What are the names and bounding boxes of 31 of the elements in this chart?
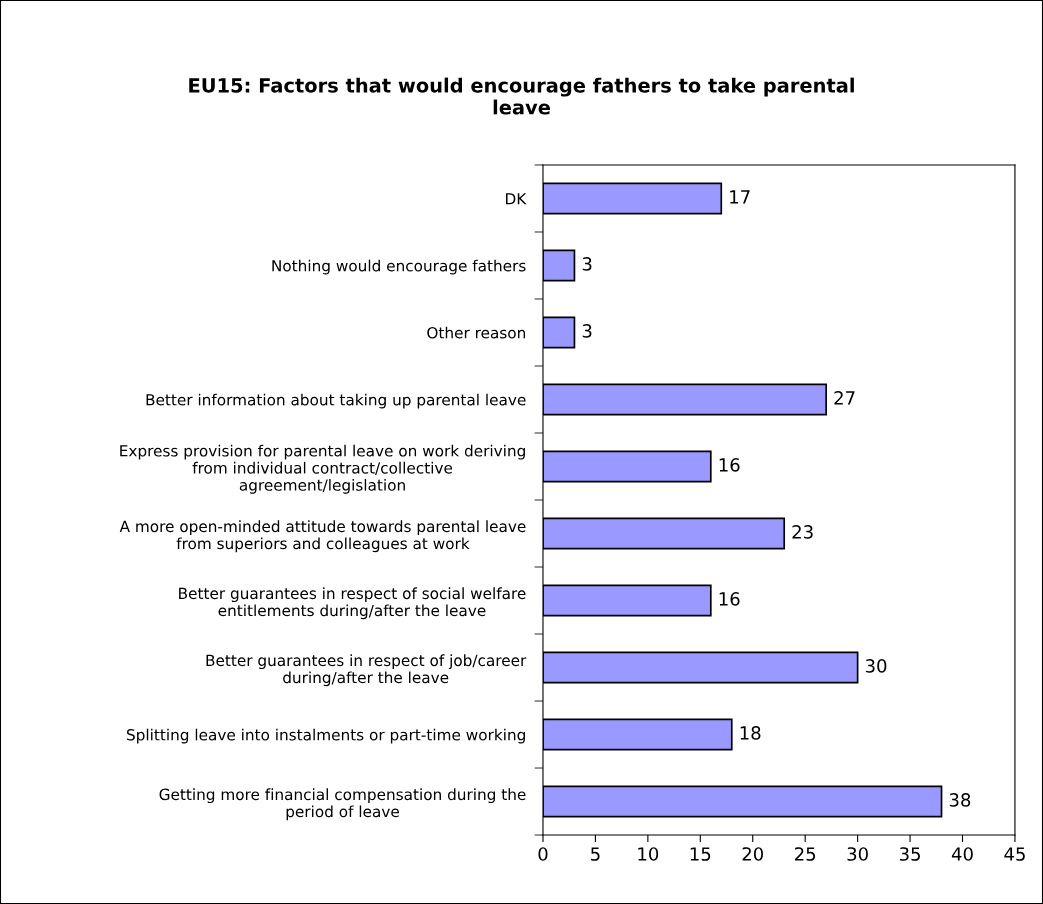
y-tick-label: Express provision for parental leave on work deriving from individual contract/collective agreement/legislation: [120, 444, 525, 494]
x-tick-label: 45: [1004, 847, 1025, 861]
data-label: 16: [719, 458, 740, 472]
x-tick-label: 40: [951, 847, 973, 861]
y-tick-label: Better guarantees in respect of social welfare entitlements during/after the leave: [179, 587, 526, 620]
x-tick-label: 5: [591, 847, 600, 861]
data-label: 16: [719, 592, 740, 606]
data-label: 18: [740, 726, 761, 740]
x-tick-label: 25: [795, 847, 816, 861]
x-tick-label: 10: [638, 847, 659, 861]
data-label: 27: [834, 391, 855, 405]
y-tick-label: Other reason: [427, 326, 526, 339]
x-tick-label: 35: [899, 847, 920, 861]
y-tick-label: Splitting leave into instalments or part-time working: [127, 728, 525, 744]
data-label: 3: [582, 324, 592, 338]
y-tick-label: Nothing would encourage fathers: [272, 259, 526, 275]
data-label: 38: [949, 793, 971, 807]
y-tick-label: Better information about taking up parental leave: [146, 393, 526, 409]
data-label: 17: [730, 190, 750, 204]
data-label: 3: [582, 257, 592, 271]
y-tick-label: A more open-minded attitude towards parental leave from superiors and colleagues at work: [119, 520, 526, 553]
x-tick-label: 15: [690, 847, 711, 861]
x-tick-label: 30: [847, 847, 868, 861]
x-tick-label: 20: [742, 847, 764, 861]
x-tick-label: 0: [538, 847, 548, 861]
y-tick-label: Getting more financial compensation during the period of leave: [159, 788, 526, 821]
data-label: 30: [865, 659, 887, 673]
y-tick-label: DK: [506, 193, 527, 205]
chart-title: EU15: Factors that would encourage fathers to take parental leave: [189, 77, 854, 115]
data-label: 23: [792, 525, 813, 539]
y-tick-label: Better guarantees in respect of job/career during/after the leave: [206, 654, 527, 687]
